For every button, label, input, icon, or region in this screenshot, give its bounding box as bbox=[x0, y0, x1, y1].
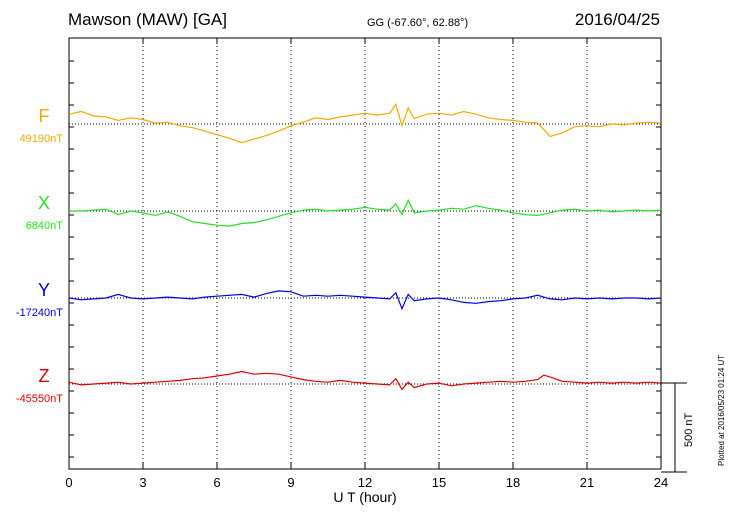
series-line-f bbox=[68, 103, 662, 144]
x-tick-label: 0 bbox=[65, 475, 72, 490]
x-axis-label: U T (hour) bbox=[333, 489, 396, 505]
x-tick-label: 9 bbox=[287, 475, 294, 490]
series-traces: F 49190nT X 6840nT Y -17240nT Z -45550nT bbox=[16, 103, 662, 405]
x-tick-label: 24 bbox=[654, 475, 668, 490]
station-title: Mawson (MAW) [GA] bbox=[68, 10, 227, 29]
x-tick-label: 12 bbox=[358, 475, 372, 490]
scale-bar-label: 500 nT bbox=[683, 412, 695, 447]
x-tick-label: 6 bbox=[213, 475, 220, 490]
x-tick-label: 15 bbox=[432, 475, 446, 490]
plotted-timestamp: Plotted at 2016/05/23 01:24 UT bbox=[717, 355, 726, 466]
x-tick-label: 21 bbox=[580, 475, 594, 490]
series-line-z bbox=[68, 370, 662, 391]
series-name-y: Y bbox=[38, 280, 50, 300]
x-tick-label: 18 bbox=[506, 475, 520, 490]
series-baseline-label-f: 49190nT bbox=[20, 133, 64, 145]
scale-bar bbox=[661, 382, 687, 473]
series-name-x: X bbox=[38, 193, 50, 213]
series-line-x bbox=[69, 198, 662, 227]
series-baseline-label-x: 6840nT bbox=[26, 220, 64, 232]
plot-date: 2016/04/25 bbox=[574, 10, 660, 29]
x-axis-ticks: 0 3 6 9 12 15 18 21 24 bbox=[65, 38, 668, 490]
series-baseline-label-z: -45550nT bbox=[16, 393, 63, 405]
station-coordinates: GG (-67.60°, 62.88°) bbox=[367, 17, 469, 29]
series-name-z: Z bbox=[39, 366, 50, 386]
series-name-f: F bbox=[39, 106, 50, 126]
series-baseline-label-y: -17240nT bbox=[16, 307, 63, 319]
x-tick-label: 3 bbox=[139, 475, 146, 490]
grid-lines bbox=[142, 38, 588, 469]
series-line-y bbox=[68, 290, 662, 311]
y-tick-marks bbox=[69, 60, 661, 458]
